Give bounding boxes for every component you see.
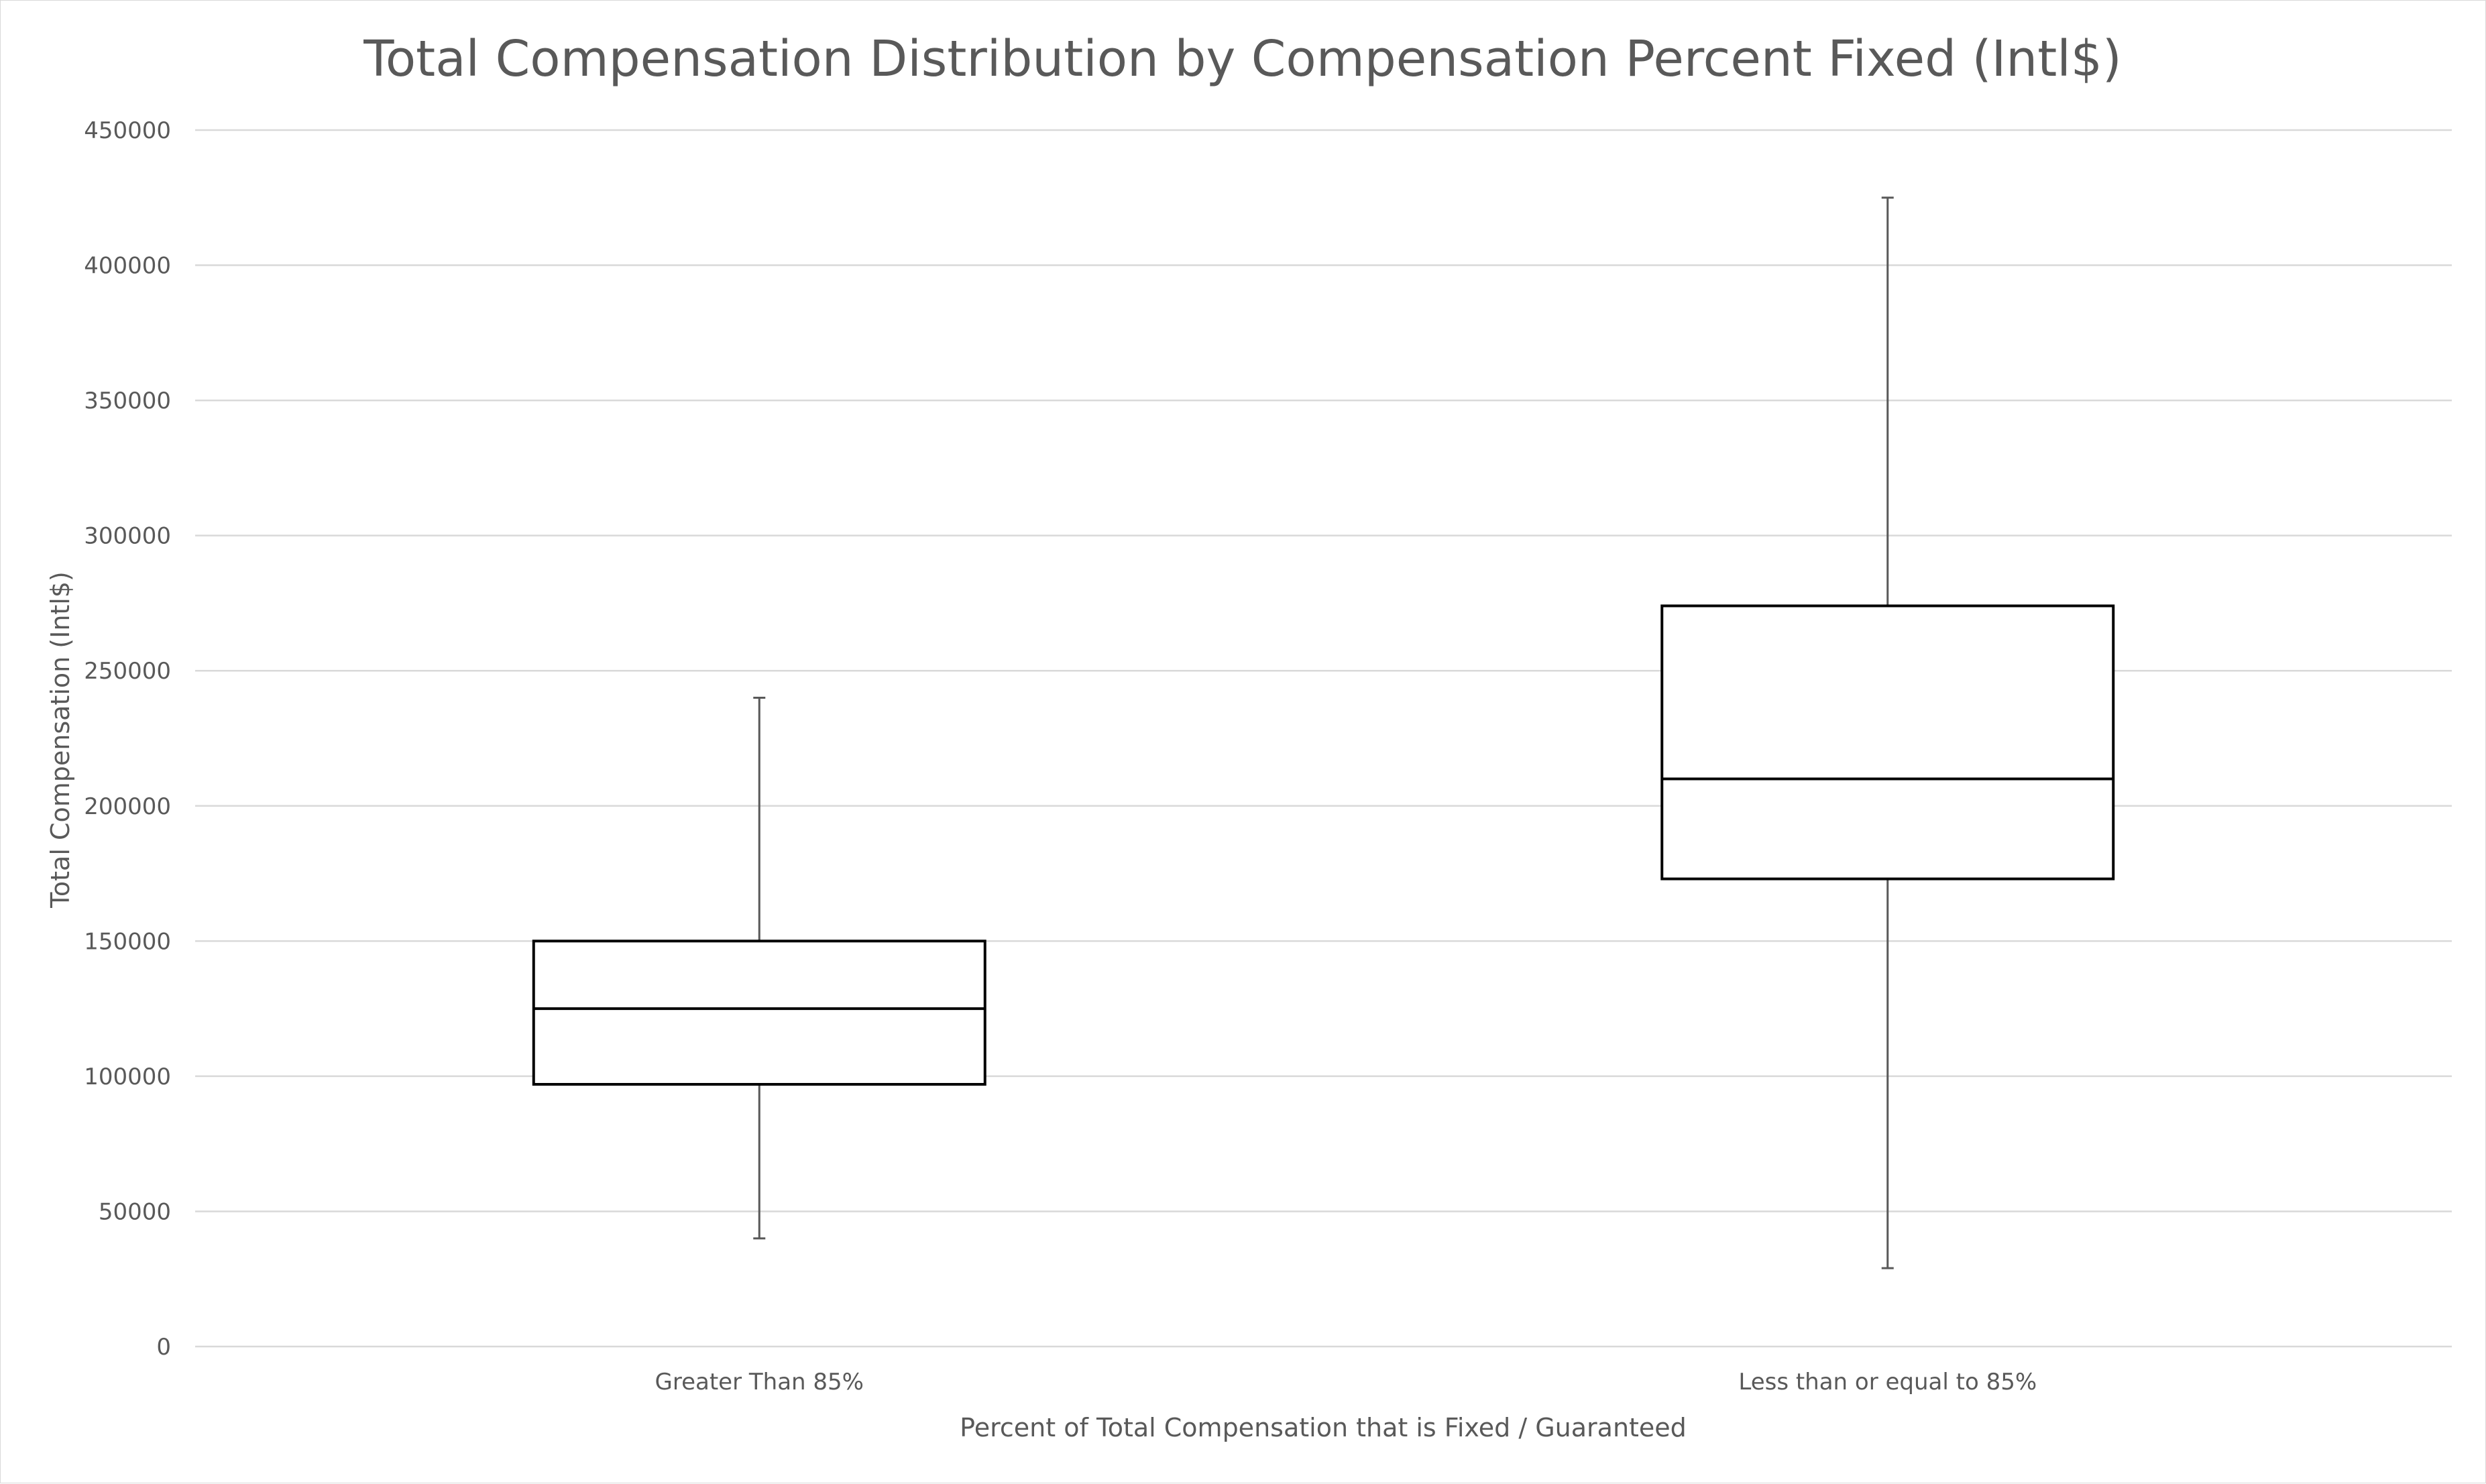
y-tick-label: 0 [156, 1334, 171, 1361]
y-tick-label: 200000 [84, 793, 171, 820]
boxes [532, 196, 2115, 1269]
box-group [532, 697, 986, 1240]
y-tick-label: 400000 [84, 253, 171, 280]
y-tick-label: 50000 [99, 1198, 171, 1225]
x-category-label: Less than or equal to 85% [1738, 1369, 2037, 1395]
box-group [1660, 196, 2115, 1269]
y-axis-title: Total Compensation (Intl$) [46, 571, 75, 909]
y-axis-ticks: 0 50000 100000 150000 200000 250000 300000 3500… [84, 117, 171, 1361]
y-tick-label: 100000 [84, 1064, 171, 1090]
y-tick-label: 300000 [84, 523, 171, 550]
y-tick-label: 350000 [84, 388, 171, 414]
y-tick-label: 250000 [84, 658, 171, 685]
y-tick-label: 450000 [84, 117, 171, 144]
iqr-box [532, 939, 986, 1086]
chart-title: Total Compensation Distribution by Compe… [363, 30, 2121, 88]
x-axis-categories: Greater Than 85% Less than or equal to 85… [655, 1369, 2037, 1395]
y-tick-label: 150000 [84, 928, 171, 955]
x-axis-title: Percent of Total Compensation that is Fi… [960, 1413, 1687, 1442]
iqr-box [1660, 604, 2115, 880]
x-category-label: Greater Than 85% [655, 1369, 864, 1395]
